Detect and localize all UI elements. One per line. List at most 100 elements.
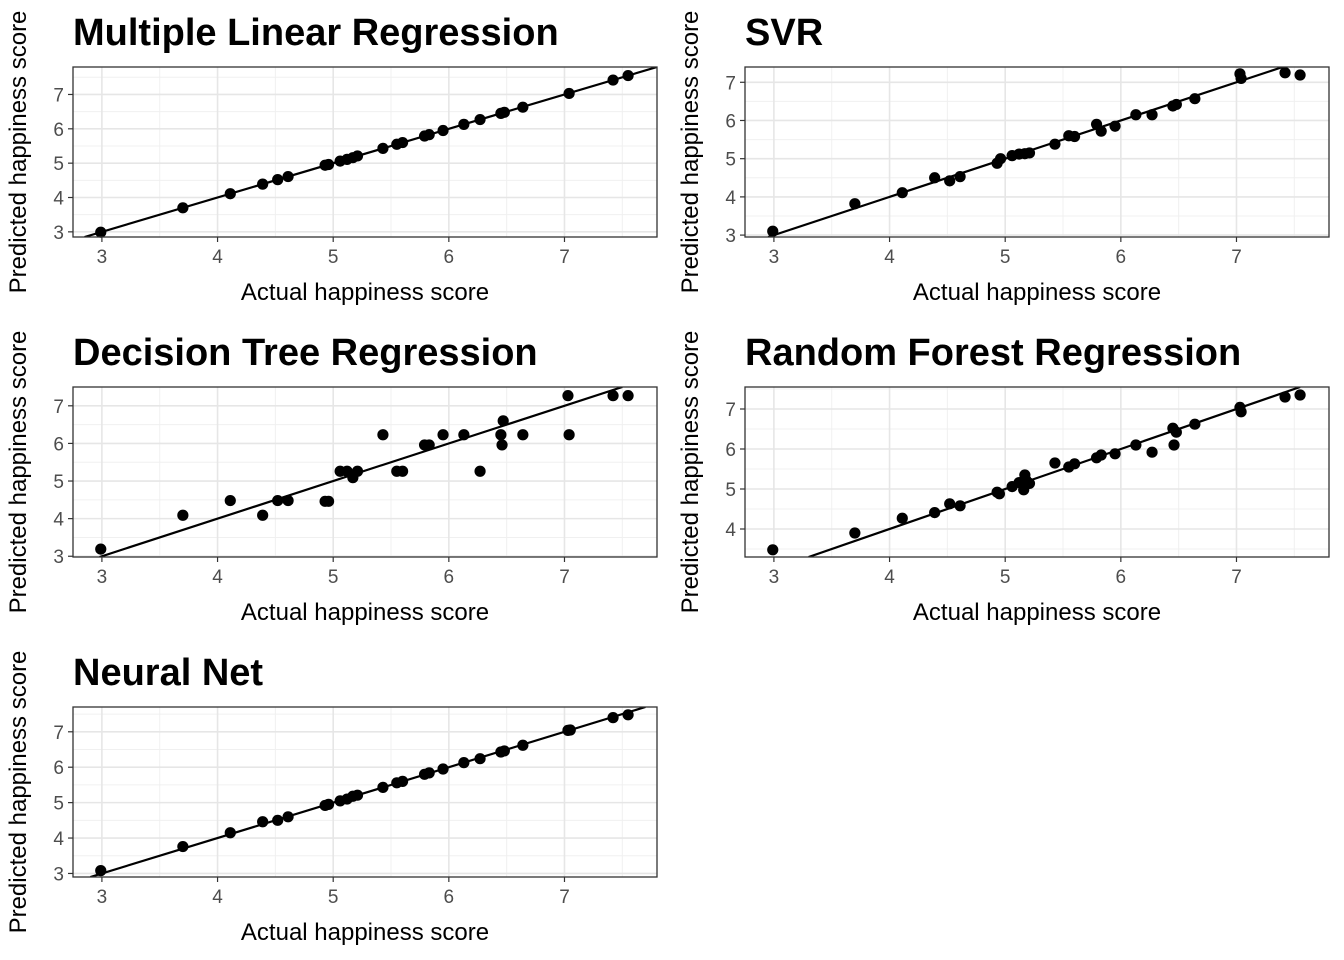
panel-4-data-point (944, 498, 956, 510)
panel-4-x-tick-label: 4 (884, 567, 895, 588)
panel-5-data-point (351, 789, 364, 801)
panel-1-y-tick-label: 6 (53, 120, 64, 141)
panel-2-border (744, 66, 1330, 238)
panel-2-y-axis-title: Predicted happiness score (677, 11, 704, 294)
panel-2-data-point (1130, 109, 1142, 121)
panel-5-data-point (377, 781, 389, 793)
panel-4-y-tick-label: 5 (725, 480, 736, 501)
panel-4-y-tick-label: 6 (725, 440, 736, 461)
panel-3-data-point (282, 494, 294, 507)
panel-2-x-tick-label: 5 (1000, 247, 1011, 268)
panel-2-title: SVR (745, 12, 823, 54)
panel-5-title: Neural Net (73, 652, 263, 694)
panel-2-y-tick-label: 7 (725, 73, 736, 94)
panel-3-data-point (517, 429, 529, 441)
panel-1-data-point (322, 158, 335, 171)
panel-4-data-point (1279, 391, 1291, 403)
panel-5-y-tick-label: 4 (53, 829, 64, 850)
panel-5-x-tick-label: 6 (444, 887, 455, 908)
panel-5-data-point (257, 816, 269, 828)
panel-5: 3 4 5 6 7 3 4 5 6 7 Neural Net Actual happiness sco… (5, 651, 658, 946)
panel-2-y-tick-label: 5 (725, 150, 736, 171)
panel-2-x-tick-label: 6 (1116, 247, 1127, 268)
panel-3-x-axis-title: Actual happiness score (241, 599, 489, 626)
panel-3-x-tick-label: 4 (212, 567, 223, 588)
panel-3-y-tick-label: 5 (53, 472, 64, 493)
panel-5-data-point (517, 739, 529, 751)
panel-2-data-point (1279, 67, 1291, 79)
panel-4-title: Random Forest Regression (745, 332, 1241, 374)
panel-3: 3 4 5 6 7 3 4 5 6 7 Decision Tree Regression Actual… (5, 331, 658, 626)
panel-4-border (744, 386, 1330, 558)
panel-4-x-axis-title: Actual happiness score (913, 599, 1161, 626)
panel-1-data-point (622, 69, 634, 82)
panel-3-x-tick-label: 3 (97, 567, 108, 588)
panel-2-data-point (1189, 93, 1201, 105)
panel-1-data-point (458, 118, 470, 130)
panel-1-y-tick-label: 4 (53, 189, 64, 210)
panel-1-data-point (351, 150, 364, 162)
panel-3-data-point (474, 465, 486, 477)
panel-2-data-point (944, 175, 956, 187)
panel-3-x-tick-label: 7 (559, 567, 570, 588)
panel-1-data-point (437, 124, 449, 137)
panel-5-data-point (396, 775, 409, 787)
panel-1-data-point (517, 101, 529, 113)
panel-1-data-point (423, 129, 435, 141)
panel-1-border (72, 66, 658, 238)
panel-3-border (72, 386, 658, 558)
panel-5-data-point (607, 712, 619, 724)
panel-4-data-point (1130, 439, 1142, 451)
panel-5-data-point (177, 840, 189, 853)
panel-2-data-point (1235, 72, 1247, 85)
panel-5-data-point (498, 745, 510, 757)
panel-5-data-point (272, 814, 284, 826)
panel-1-y-axis-title: Predicted happiness score (5, 11, 32, 294)
panel-2-data-point (929, 172, 941, 184)
panel-2-data-point (1170, 98, 1182, 111)
panel-3-data-point (257, 509, 269, 521)
panel-4-data-point (1095, 449, 1107, 461)
panel-2-data-point (1049, 138, 1061, 150)
panel-5-x-tick-label: 4 (212, 887, 223, 908)
panel-3-data-point (497, 415, 509, 427)
panel-4-data-point (1168, 439, 1180, 451)
panel-4-y-tick-label: 7 (725, 400, 736, 421)
panel-5-y-tick-label: 6 (53, 758, 64, 779)
panel-5-data-point (474, 753, 486, 765)
panel-3-data-point (495, 429, 507, 441)
panel-1-data-point (474, 113, 486, 126)
panel-2: 3 4 5 6 7 3 4 5 6 7 SVR Actual happiness score Predi… (677, 11, 1330, 306)
panel-4-data-point (1109, 448, 1121, 460)
panel-3-y-tick-label: 6 (53, 434, 64, 455)
panel-2-data-point (1146, 109, 1158, 121)
panel-3-y-tick-label: 4 (53, 510, 64, 531)
panel-3-data-point (272, 494, 284, 507)
panel-1-data-point (272, 174, 284, 186)
panel-3-data-point (224, 494, 236, 507)
panel-3-data-point (496, 439, 508, 451)
panel-2-y-tick-label: 3 (725, 226, 736, 247)
panel-5-data-point (95, 865, 107, 877)
panel-4-data-point (1294, 389, 1306, 401)
panel-1-data-point (177, 202, 189, 214)
panel-2-x-tick-label: 4 (884, 247, 895, 268)
panel-1-data-point (282, 170, 294, 183)
panel-1-y-tick-label: 5 (53, 154, 64, 175)
panel-4-data-point (929, 506, 941, 519)
panel-5-x-tick-label: 7 (559, 887, 570, 908)
panel-1-x-axis-title: Actual happiness score (241, 279, 489, 306)
panel-5-data-point (224, 827, 236, 839)
panel-3-data-point (322, 495, 335, 507)
panel-3-data-point (458, 429, 470, 441)
panel-1-x-tick-label: 4 (212, 247, 223, 268)
panel-3-data-point (177, 509, 189, 521)
panel-1-x-tick-label: 3 (97, 247, 108, 268)
panel-3-title: Decision Tree Regression (73, 332, 538, 374)
panel-3-plot-background (73, 387, 657, 557)
panel-2-x-tick-label: 3 (769, 247, 780, 268)
panel-4-data-point (1189, 418, 1201, 430)
panel-1-data-point (377, 142, 389, 154)
panel-2-x-tick-label: 7 (1231, 247, 1242, 268)
